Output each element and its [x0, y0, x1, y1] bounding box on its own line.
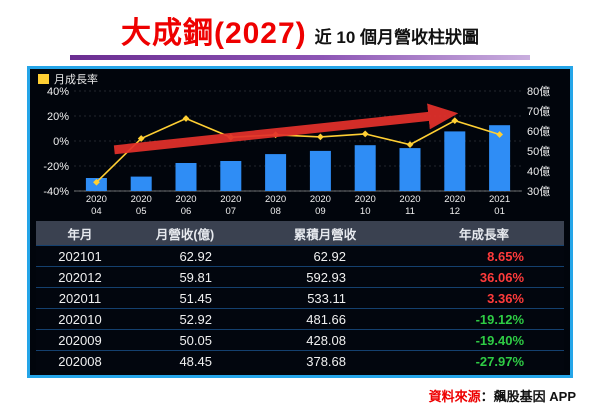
cell-month: 202012 [58, 269, 102, 285]
svg-text:40%: 40% [47, 86, 69, 98]
svg-text:0%: 0% [53, 136, 69, 148]
table-row: 202008 48.45 378.68 -27.97% [36, 350, 564, 371]
cell-revenue: 59.81 [179, 269, 212, 285]
svg-text:06: 06 [181, 206, 192, 217]
cell-cumulative: 378.68 [306, 353, 346, 369]
svg-text:70億: 70億 [527, 105, 550, 118]
svg-text:2020: 2020 [355, 194, 376, 205]
data-source-label: 資料來源 [428, 389, 481, 404]
svg-text:05: 05 [136, 206, 147, 217]
svg-text:01: 01 [494, 206, 505, 217]
title-line: 大成鋼(2027) 近 10 個月營收柱狀圖 [0, 8, 600, 52]
legend-label: 月成長率 [54, 73, 98, 86]
header-cumulative: 累積月營收 [293, 227, 357, 242]
data-source-value: ：飆股基因 APP [480, 389, 576, 404]
cell-month: 202011 [58, 290, 102, 306]
svg-text:2020: 2020 [175, 194, 196, 205]
cell-cumulative: 533.11 [307, 290, 346, 306]
svg-text:07: 07 [226, 206, 237, 217]
cell-month: 202010 [58, 311, 102, 327]
cell-month: 202008 [58, 353, 102, 369]
cell-cumulative: 481.66 [306, 311, 346, 327]
svg-text:-20%: -20% [43, 161, 69, 173]
svg-text:04: 04 [91, 206, 102, 217]
svg-text:2020: 2020 [310, 194, 331, 205]
svg-text:80億: 80億 [527, 85, 550, 98]
table-row: 202101 62.92 62.92 8.65% [36, 245, 564, 266]
svg-text:09: 09 [315, 206, 326, 217]
chart-subtitle: 近 10 個月營收柱狀圖 [314, 28, 480, 47]
table-row: 202010 52.92 481.66 -19.12% [36, 308, 564, 329]
svg-text:-40%: -40% [43, 186, 69, 198]
table-row: 202009 50.05 428.08 -19.40% [36, 329, 564, 350]
cell-growth: 36.06% [479, 269, 524, 285]
table-body: 202101 62.92 62.92 8.65% 202012 59.81 592.93 36… [36, 245, 564, 371]
svg-text:40億: 40億 [527, 165, 550, 178]
svg-text:12: 12 [450, 206, 461, 217]
cell-revenue: 50.05 [179, 332, 212, 348]
svg-text:2020: 2020 [265, 194, 286, 205]
cell-cumulative: 62.92 [313, 248, 346, 264]
cell-growth: -19.40% [475, 332, 524, 348]
svg-text:2020: 2020 [131, 194, 152, 205]
svg-text:10: 10 [360, 206, 371, 217]
title-underline [70, 55, 530, 60]
cell-revenue: 51.45 [179, 290, 212, 306]
cell-growth: -27.97% [475, 353, 524, 369]
cell-cumulative: 592.93 [306, 269, 346, 285]
svg-text:2020: 2020 [220, 194, 241, 205]
cell-month: 202009 [58, 332, 102, 348]
header-growth: 年成長率 [458, 227, 509, 242]
table-row: 202012 59.81 592.93 36.06% [36, 266, 564, 287]
svg-text:2021: 2021 [489, 194, 510, 205]
revenue-table: 年月 月營收(億) 累積月營收 年成長率 202101 62.92 62.92 8.6… [36, 221, 564, 371]
stock-title: 大成鋼(2027) [120, 17, 307, 50]
cell-growth: 3.36% [487, 290, 524, 306]
cell-month: 202101 [58, 248, 102, 264]
cell-revenue: 52.92 [179, 311, 212, 327]
cell-cumulative: 428.08 [306, 332, 346, 348]
header-revenue: 月營收(億) [155, 227, 215, 242]
header-month: 年月 [67, 227, 93, 242]
cell-growth: -19.12% [475, 311, 524, 327]
table-row: 202011 51.45 533.11 3.36% [36, 287, 564, 308]
cell-revenue: 48.45 [179, 353, 212, 369]
svg-text:60億: 60億 [527, 125, 550, 138]
svg-text:2020: 2020 [399, 194, 420, 205]
svg-text:20%: 20% [47, 111, 69, 123]
cell-revenue: 62.92 [179, 248, 212, 264]
cell-growth: 8.65% [487, 248, 524, 264]
page-title: 大成鋼(2027) 近 10 個月營收柱狀圖 [0, 0, 600, 60]
data-source: 資料來源：飆股基因 APP [0, 386, 576, 405]
svg-text:2020: 2020 [86, 194, 107, 205]
svg-text:30億: 30億 [527, 185, 550, 198]
svg-text:2020: 2020 [444, 194, 465, 205]
table-header-row: 年月 月營收(億) 累積月營收 年成長率 [36, 221, 564, 245]
chart-legend: 月成長率 [36, 69, 564, 86]
revenue-bar-chart: 40%20%0%-20%-40%80億70億60億50億40億30億202004… [43, 85, 550, 217]
svg-text:50億: 50億 [527, 145, 550, 158]
svg-text:11: 11 [405, 206, 415, 217]
svg-text:08: 08 [270, 206, 281, 217]
legend-color-swatch [38, 73, 49, 84]
chart-panel: 月成長率 40% 20% 0% -20% -40% 80億 70億 60億 50億 40億 30億 2… [27, 66, 573, 378]
